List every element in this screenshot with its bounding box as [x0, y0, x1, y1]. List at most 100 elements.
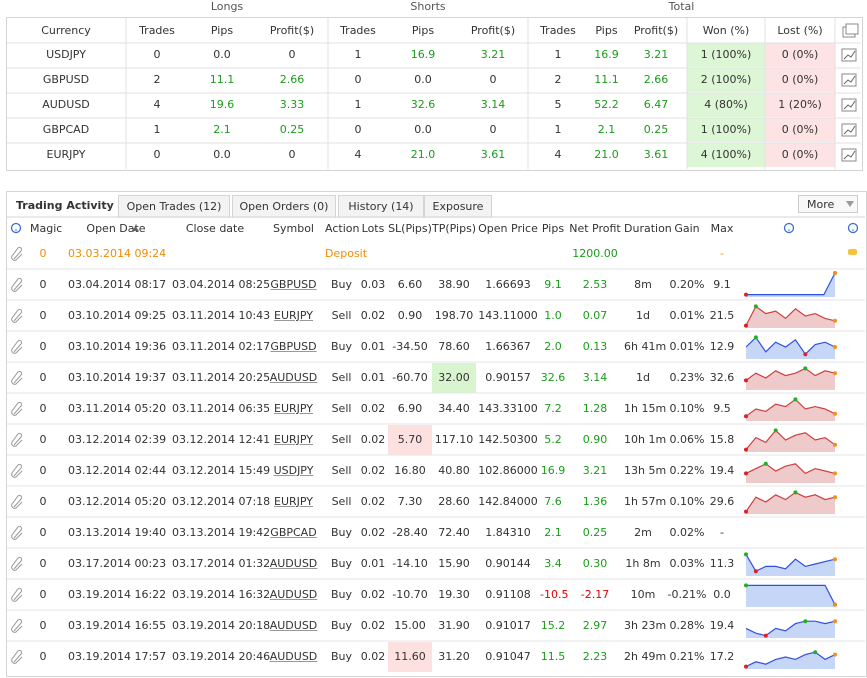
- summary-cell: 1: [354, 98, 362, 111]
- spark-end: [833, 495, 837, 500]
- activity-cell: Sell: [331, 495, 352, 508]
- spark-end: [833, 345, 837, 349]
- summary-cell: 32.6: [410, 98, 436, 111]
- summary-cell: EURJPY: [46, 148, 86, 161]
- column-header: Symbol: [273, 222, 314, 235]
- summary-cell: 2.66: [643, 73, 669, 86]
- clip-icon: [11, 494, 23, 509]
- column-header: Open Price: [478, 222, 538, 235]
- summary-cell: 5: [554, 98, 562, 111]
- lost-bg: [765, 68, 835, 92]
- activity-cell: 03.11.2014 05:20: [68, 402, 167, 415]
- activity-cell: 0.01: [360, 340, 386, 353]
- column-header: TP(Pips): [432, 222, 477, 235]
- activity-cell: -60.70: [392, 371, 428, 384]
- spark-min: [744, 414, 748, 419]
- spark-max: [803, 619, 808, 624]
- activity-cell: 0.90: [397, 309, 423, 322]
- activity-panel: [6, 191, 867, 677]
- sparkline-area: [746, 585, 835, 607]
- activity-cell: 0: [39, 247, 47, 260]
- spark-max: [793, 490, 798, 495]
- activity-cell: Sell: [331, 433, 352, 446]
- spark-end: [833, 471, 837, 476]
- activity-cell: 03.19.2014 17:57: [68, 650, 167, 663]
- activity-cell: 03.10.2014 19:37: [68, 371, 167, 384]
- activity-cell: 2.53: [582, 278, 608, 291]
- sort-arrow: [132, 226, 139, 231]
- activity-cell: 0: [39, 588, 47, 601]
- sparkline: [746, 584, 836, 605]
- summary-cell: 21.0: [410, 148, 436, 161]
- activity-cell: 0.28%: [669, 619, 705, 632]
- activity-cell: EURJPY: [274, 495, 313, 508]
- activity-cell: 1200.00: [572, 247, 618, 260]
- summary-cell: 4: [354, 148, 362, 161]
- chart-icon: [841, 123, 857, 137]
- activity-cell: 13h 5m: [624, 464, 667, 477]
- activity-cell: 03.17.2014 00:23: [68, 557, 167, 570]
- activity-cell: 0.02: [360, 650, 386, 663]
- column-header: Close date: [185, 222, 245, 235]
- spark-max: [813, 650, 818, 655]
- clip-icon: [11, 339, 23, 354]
- activity-cell: 1d: [636, 371, 650, 384]
- activity-cell: 3.21: [582, 464, 608, 477]
- activity-cell: 143.11000: [478, 309, 538, 322]
- activity-cell: Buy: [330, 526, 353, 539]
- activity-cell: AUDUSD: [269, 557, 318, 570]
- spark-end: [833, 652, 837, 657]
- activity-cell: 03.12.2014 15:49: [172, 464, 271, 477]
- activity-cell: 1.66367: [485, 340, 531, 353]
- column-header: Net Profit: [569, 222, 621, 235]
- activity-cell: 2.0: [544, 340, 562, 353]
- column-header: Trades: [340, 24, 376, 37]
- column-header: Trades: [540, 24, 576, 37]
- chart-icon: [841, 73, 857, 87]
- clip-icon: [11, 649, 23, 664]
- clip-icon: [11, 463, 23, 478]
- summary-cell: 0 (0%): [781, 148, 819, 161]
- sparkline: [745, 620, 836, 637]
- activity-cell: 0.13: [582, 340, 608, 353]
- summary-cell: 0: [288, 48, 296, 61]
- activity-cell: 0: [39, 402, 47, 415]
- activity-cell: 0.02: [360, 309, 386, 322]
- activity-cell: 15.8: [709, 433, 735, 446]
- summary-cell: 0.0: [213, 148, 231, 161]
- activity-cell: Sell: [331, 371, 352, 384]
- more-button[interactable]: More: [798, 195, 858, 213]
- column-header: Gain: [674, 222, 700, 235]
- activity-cell: 0: [39, 371, 47, 384]
- activity-cell: Buy: [330, 340, 353, 353]
- summary-cell: 6.47: [643, 98, 669, 111]
- activity-cell: EURJPY: [274, 309, 313, 322]
- summary-cell: USDJPY: [46, 48, 86, 61]
- activity-cell: 0.01%: [669, 340, 705, 353]
- summary-cell: GBPUSD: [42, 73, 90, 86]
- spark-end: [833, 271, 837, 275]
- spark-min: [744, 292, 748, 297]
- activity-cell: 9.1: [713, 278, 731, 291]
- summary-cell: 2 (100%): [700, 73, 752, 86]
- sparkline: [745, 398, 836, 417]
- activity-cell: -14.10: [392, 557, 428, 570]
- activity-cell: 0.91017: [485, 619, 531, 632]
- spark-min: [744, 378, 748, 383]
- activity-cell: 03.19.2014 20:18: [172, 619, 271, 632]
- activity-cell: 2.97: [582, 619, 608, 632]
- activity-cell: -10.70: [392, 588, 428, 601]
- sparkline-area: [746, 368, 835, 390]
- chart-icon: [841, 98, 857, 112]
- summary-cell: 1: [554, 123, 562, 136]
- summary-cell: 0.0: [414, 73, 432, 86]
- activity-cell: 17.2: [709, 650, 735, 663]
- column-header: SL(Pips): [388, 222, 432, 235]
- panel-title: Trading Activity: [16, 199, 114, 212]
- lost-bg: [765, 43, 835, 67]
- summary-cell: 4: [153, 98, 161, 111]
- summary-cell: 4 (80%): [704, 98, 748, 111]
- activity-cell: 03.12.2014 02:39: [68, 433, 167, 446]
- sparkline-area: [746, 337, 835, 359]
- activity-cell: 0.01: [360, 557, 386, 570]
